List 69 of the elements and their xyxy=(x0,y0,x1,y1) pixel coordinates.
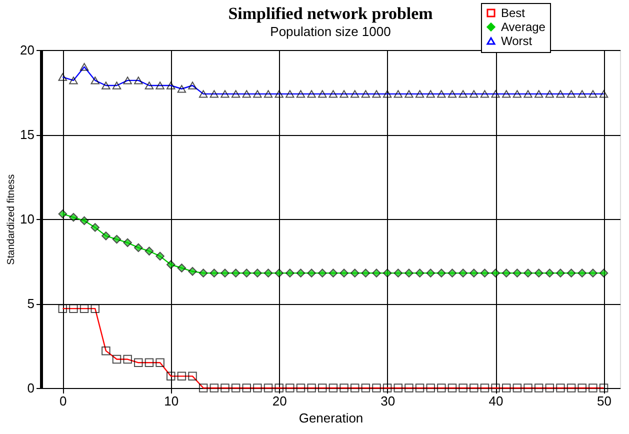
point xyxy=(220,268,230,278)
x-tick-label: 10 xyxy=(164,394,179,408)
x-axis-title: Generation xyxy=(298,410,364,426)
point xyxy=(502,268,511,278)
x-tick-label: 20 xyxy=(272,394,287,408)
point xyxy=(588,268,598,278)
point xyxy=(578,268,586,278)
y-tick-label: 20 xyxy=(20,42,34,58)
point xyxy=(58,210,68,218)
point xyxy=(210,268,219,278)
chart-title: Simplified network problem xyxy=(228,4,433,23)
chart-subtitle: Population size 1000 xyxy=(270,24,391,39)
point xyxy=(296,268,306,278)
point xyxy=(599,268,608,278)
point xyxy=(156,252,164,261)
y-tick-label: 15 xyxy=(20,127,34,142)
y-tick-label: 5 xyxy=(27,296,34,311)
point xyxy=(340,268,348,278)
point xyxy=(318,268,327,278)
point xyxy=(491,268,500,278)
point xyxy=(123,238,132,248)
point xyxy=(437,268,446,278)
point xyxy=(198,268,208,278)
point xyxy=(448,268,457,278)
point xyxy=(512,268,522,278)
y-tick-label: 0 xyxy=(27,380,34,396)
y-axis-title: Standardized fitness xyxy=(6,174,18,265)
point xyxy=(253,268,262,278)
point xyxy=(177,264,186,272)
point xyxy=(534,268,544,278)
point xyxy=(274,268,284,278)
point xyxy=(426,268,435,278)
point xyxy=(112,234,122,244)
point xyxy=(480,268,490,278)
point xyxy=(350,268,360,278)
point xyxy=(328,268,338,278)
point xyxy=(394,268,403,278)
point xyxy=(361,268,370,278)
x-tick-label: 0 xyxy=(60,394,67,408)
point xyxy=(231,268,240,278)
point xyxy=(286,268,294,278)
point xyxy=(80,216,89,226)
point xyxy=(144,246,154,256)
point xyxy=(188,267,197,276)
point xyxy=(69,212,78,222)
point xyxy=(415,268,424,278)
point xyxy=(242,268,251,278)
legend-label: Best xyxy=(501,6,526,20)
point xyxy=(524,268,532,278)
point xyxy=(166,260,176,270)
point xyxy=(307,268,316,278)
point xyxy=(556,268,565,278)
x-tick-label: 40 xyxy=(488,394,504,408)
point xyxy=(90,223,100,232)
point xyxy=(134,243,143,252)
point xyxy=(458,268,468,278)
legend-label: Average xyxy=(501,20,546,34)
y-tick-label: 10 xyxy=(20,212,34,226)
point xyxy=(264,268,273,278)
point xyxy=(470,268,478,278)
legend-label: Worst xyxy=(501,34,533,48)
point xyxy=(102,232,110,240)
point xyxy=(372,268,381,278)
x-tick-label: 50 xyxy=(597,394,612,408)
point xyxy=(566,268,576,278)
point xyxy=(382,268,392,278)
point xyxy=(404,268,414,278)
x-tick-label: 30 xyxy=(380,394,396,408)
point xyxy=(545,268,554,278)
